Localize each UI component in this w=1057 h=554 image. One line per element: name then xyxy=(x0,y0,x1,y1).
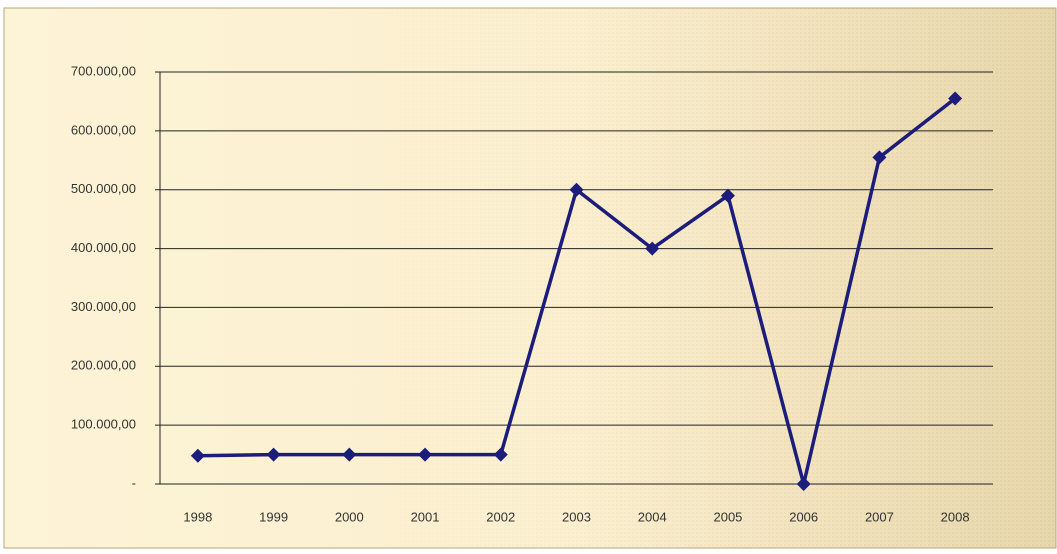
marker xyxy=(872,150,887,165)
x-tick-label: 1999 xyxy=(259,509,288,524)
marker xyxy=(190,448,205,463)
x-tick-label: 2005 xyxy=(713,509,742,524)
x-tick-label: 2004 xyxy=(638,509,667,524)
x-tick-label: 2000 xyxy=(335,509,364,524)
y-tick-label: 100.000,00 xyxy=(71,417,136,432)
marker xyxy=(796,477,811,491)
y-tick-label: 300.000,00 xyxy=(71,299,136,314)
background-pattern xyxy=(4,8,1056,548)
x-tick-label: 1998 xyxy=(183,509,212,524)
marker xyxy=(342,447,357,462)
x-tick-label: 2007 xyxy=(865,509,894,524)
x-tick-label: 2003 xyxy=(562,509,591,524)
x-tick-label: 2006 xyxy=(789,509,818,524)
marker xyxy=(948,91,963,106)
y-tick-label: 400.000,00 xyxy=(71,240,136,255)
y-tick-label: - xyxy=(132,475,136,490)
marker xyxy=(720,188,735,203)
y-tick-label: 700.000,00 xyxy=(71,63,136,78)
marker xyxy=(418,447,433,462)
x-tick-label: 2008 xyxy=(941,509,970,524)
marker xyxy=(493,447,508,462)
y-tick-label: 600.000,00 xyxy=(71,122,136,137)
marker xyxy=(569,182,584,197)
x-tick-label: 2001 xyxy=(411,509,440,524)
marker xyxy=(645,241,660,256)
x-tick-label: 2002 xyxy=(486,509,515,524)
y-tick-label: 500.000,00 xyxy=(71,181,136,196)
y-tick-label: 200.000,00 xyxy=(71,358,136,373)
marker xyxy=(266,447,281,462)
